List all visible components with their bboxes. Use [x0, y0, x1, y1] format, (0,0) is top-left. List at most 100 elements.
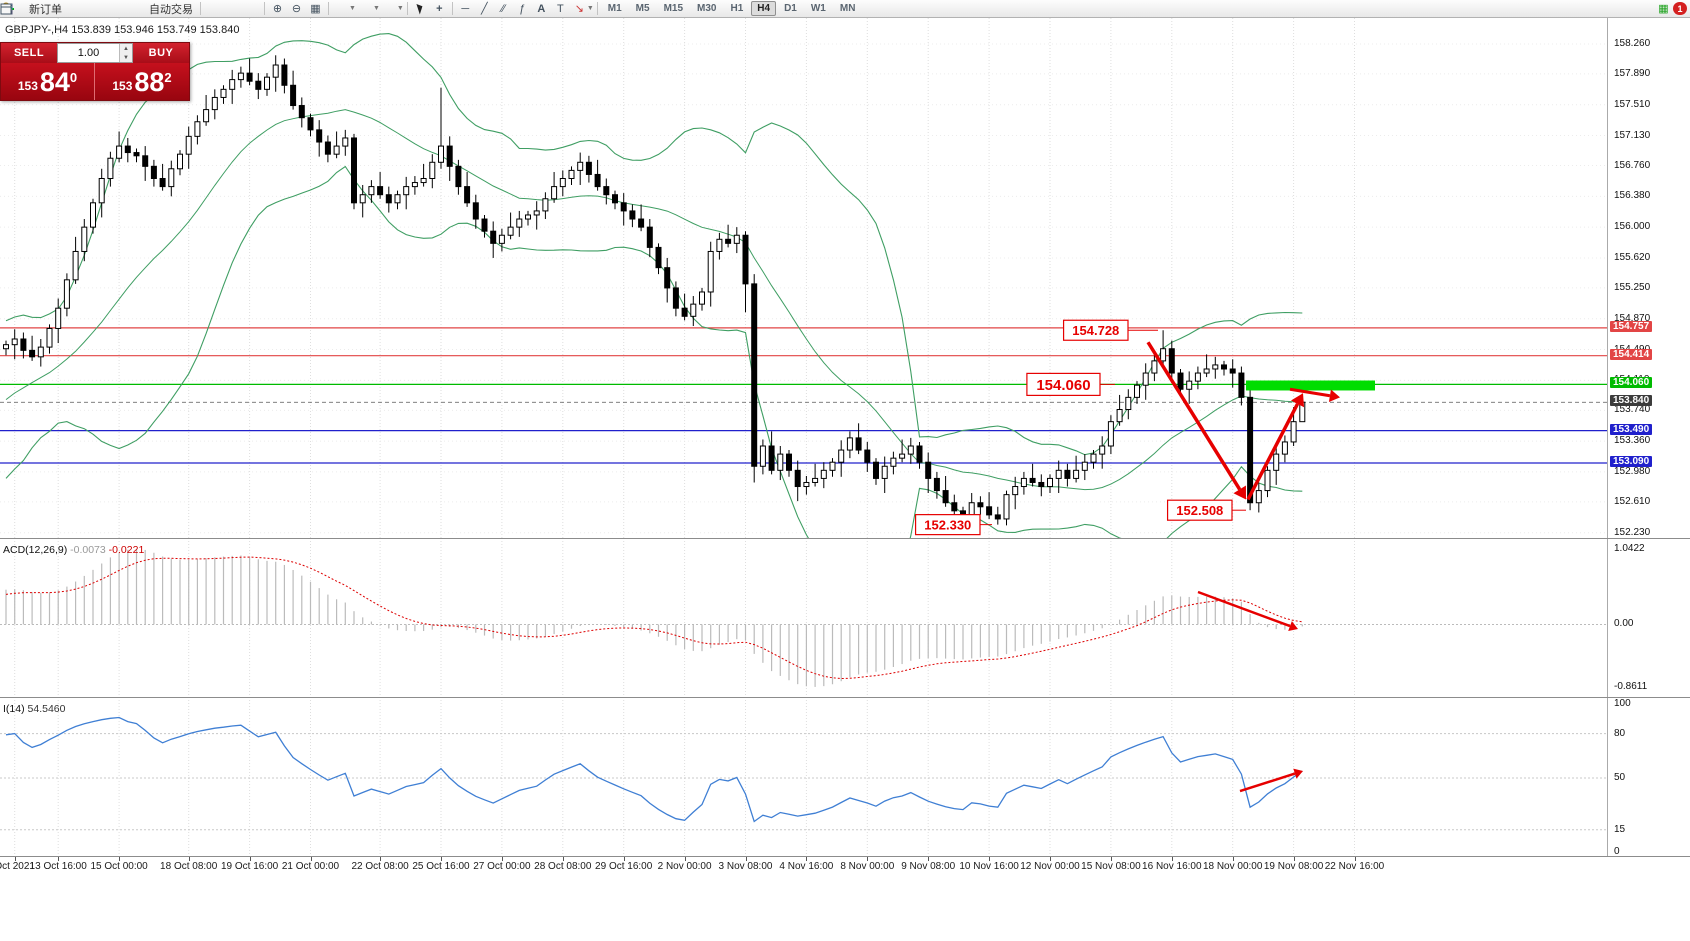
shapes-icon[interactable]: ↘	[574, 3, 584, 15]
zoom-out-icon[interactable]: ⊖	[291, 3, 302, 15]
price-callout-box[interactable]	[914, 514, 981, 536]
timeframe-button-d1[interactable]: D1	[784, 3, 797, 14]
candle-body	[63, 279, 70, 309]
sound-icon[interactable]	[2, 1, 123, 17]
buy-button[interactable]: BUY	[133, 43, 189, 63]
candle-body	[603, 186, 610, 196]
candle-body	[124, 145, 131, 154]
timeframe-button-m30[interactable]: M30	[697, 3, 717, 14]
price-callout-box[interactable]	[1062, 319, 1129, 341]
main-price-chart: 154.728 154.060 152.508 152.330	[0, 18, 1607, 538]
candle-body	[942, 490, 949, 504]
highlight-zone-box[interactable]	[1246, 380, 1375, 391]
lot-decrease-button[interactable]: ▼	[120, 53, 132, 62]
candle-body	[1142, 372, 1149, 386]
horizontal-line-icon[interactable]: ─	[461, 2, 470, 15]
profiles-icon[interactable]	[0, 1, 104, 17]
time-tick	[684, 857, 686, 861]
candle-body	[577, 161, 584, 171]
buy-price[interactable]: 153 88 2	[95, 63, 189, 100]
macd-trend-arrow-head	[1288, 621, 1298, 631]
candle-body	[142, 155, 149, 167]
chevron-down-icon[interactable]: ▼	[349, 5, 356, 12]
timeframe-button-w1[interactable]: W1	[810, 3, 826, 14]
templates-icon[interactable]	[0, 1, 399, 17]
candle-body	[420, 177, 427, 184]
lot-increase-button[interactable]: ▲	[120, 44, 132, 53]
time-label: 15 Nov 08:00	[1081, 861, 1141, 872]
price-axis-tag: 154.060	[1610, 377, 1653, 389]
label-icon[interactable]: T	[556, 2, 564, 15]
candle-body	[690, 303, 697, 317]
time-tick	[989, 857, 991, 861]
timeframe-button-m15[interactable]: M15	[663, 3, 684, 14]
chevron-down-icon[interactable]: ▼	[396, 5, 404, 12]
time-label: 22 Oct 08:00	[351, 861, 409, 872]
notification-icon[interactable]: 1	[1673, 2, 1687, 15]
chevron-down-icon[interactable]: ▼	[586, 5, 594, 12]
rsi-axis: 100 80 50 15 0	[1608, 698, 1690, 857]
line-chart-icon[interactable]	[0, 1, 261, 17]
sell-price[interactable]: 153 84 0	[1, 63, 95, 100]
rsi-axis-label: 50	[1614, 772, 1626, 783]
price-tick-label: 158.260	[1614, 37, 1651, 49]
trend-arrow[interactable]	[1146, 341, 1242, 491]
bar-chart-icon[interactable]	[1, 1, 223, 17]
timeframe-button-h1[interactable]: H1	[730, 3, 744, 14]
candle-body	[377, 186, 384, 196]
price-axis-tag: 154.414	[1610, 348, 1653, 360]
candle-body	[403, 186, 410, 196]
tile-windows-icon[interactable]: ▦	[310, 3, 321, 15]
time-label: 25 Oct 16:00	[412, 861, 470, 872]
candlestick-icon[interactable]	[1, 1, 242, 17]
candle-body	[342, 137, 349, 147]
grid-icon[interactable]: ▦	[1658, 3, 1669, 15]
timeframe-button-h4[interactable]: H4	[751, 1, 777, 16]
candle-body	[925, 461, 932, 479]
candle-body	[46, 327, 53, 348]
candle-body	[1134, 384, 1140, 398]
crosshair-icon[interactable]: +	[436, 2, 443, 15]
candle-body	[664, 267, 671, 289]
trend-arrow[interactable]	[1246, 403, 1300, 501]
time-tick	[310, 857, 312, 861]
chart-title: GBPJPY-,H4 153.839 153.946 153.749 153.8…	[5, 24, 240, 36]
rsi-trend-arrow[interactable]	[1239, 772, 1296, 793]
text-icon[interactable]: A	[537, 2, 546, 15]
macd-name: ACD(12,26,9)	[3, 544, 68, 556]
top-toolbar: 新订单 自动交易 ⊕ ⊖ ▦ ▼ ▼ ▼ + ─ ╱ ∕∕ ƒ A T	[0, 0, 1690, 18]
price-callout-box[interactable]	[1166, 499, 1233, 521]
rsi-trend-arrow-head	[1293, 768, 1303, 779]
time-tick	[1171, 857, 1173, 861]
zoom-in-icon[interactable]: ⊕	[272, 3, 283, 15]
cursor-icon[interactable]	[411, 1, 430, 17]
panel-separator[interactable]	[0, 538, 1690, 539]
lot-size-input[interactable]	[58, 47, 119, 59]
candle-body	[1221, 364, 1227, 370]
time-label: 2 Nov 00:00	[657, 861, 712, 872]
timeframe-button-mn[interactable]: MN	[839, 3, 856, 14]
time-label: 21 Oct 00:00	[281, 861, 340, 872]
channel-icon[interactable]: ∕∕	[501, 2, 506, 15]
fibonacci-icon[interactable]: ƒ	[519, 2, 526, 15]
candle-body	[203, 109, 210, 123]
candle-body	[298, 105, 305, 119]
macd-trend-arrow[interactable]	[1197, 590, 1291, 628]
bollinger-upper-band	[5, 33, 1303, 456]
chevron-down-icon[interactable]: ▼	[372, 5, 380, 12]
sell-button[interactable]: SELL	[1, 43, 57, 63]
candle-body	[481, 218, 488, 232]
candle-body	[1238, 372, 1245, 398]
timeframe-button-m5[interactable]: M5	[635, 3, 650, 14]
price-tick-label: 157.130	[1614, 129, 1651, 141]
price-callout-box[interactable]	[1026, 372, 1101, 396]
trendline-icon[interactable]: ╱	[481, 3, 488, 15]
panel-separator[interactable]	[0, 697, 1690, 698]
timeframe-button-m1[interactable]: M1	[607, 3, 622, 14]
candle-body	[81, 226, 88, 252]
trend-arrow[interactable]	[1289, 387, 1331, 398]
lightbulb-icon[interactable]	[1, 1, 85, 17]
autotrade-button[interactable]: 自动交易	[1, 1, 197, 17]
buy-price-sup: 2	[164, 70, 172, 85]
time-label: 13 Oct 16:00	[29, 861, 87, 872]
